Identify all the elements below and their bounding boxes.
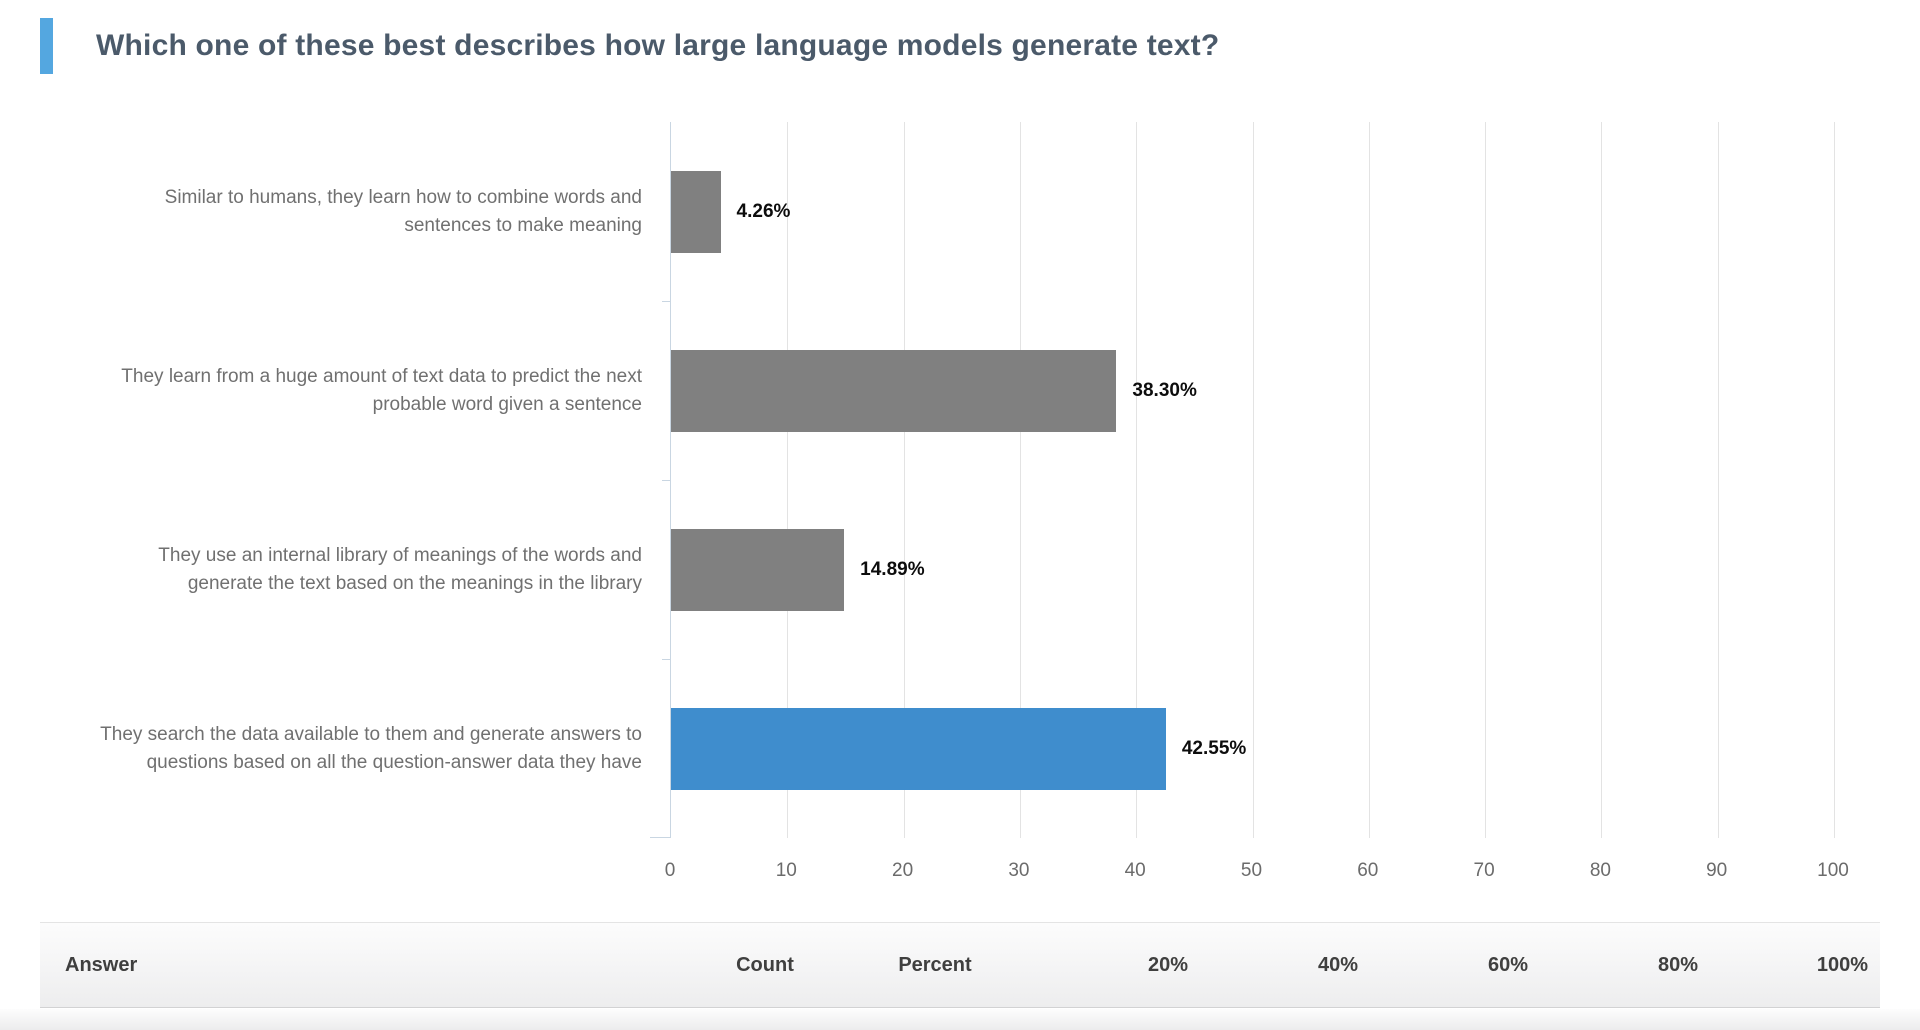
gridline-100 (1834, 122, 1835, 838)
table-header-answer: Answer (65, 953, 138, 976)
bar-value-label: 4.26% (736, 200, 791, 222)
x-tick-label-90: 90 (1706, 860, 1728, 881)
table-header-80-: 80% (1657, 953, 1698, 976)
x-tick-label-30: 30 (1008, 860, 1030, 881)
x-tick-label-50: 50 (1240, 860, 1263, 881)
y-axis-tick (662, 659, 670, 660)
category-label: They use an internal library of meanings… (158, 544, 642, 594)
bar-value-label: 38.30% (1132, 379, 1197, 401)
answer-bar (671, 707, 1166, 790)
category-label: Similar to humans, they learn how to com… (164, 186, 642, 236)
answers-bar-chart: Similar to humans, they learn how to com… (40, 122, 1880, 892)
category-label: They learn from a huge amount of text da… (121, 365, 642, 415)
answer-bar (671, 528, 845, 611)
question-header: Which one of these best describes how la… (40, 18, 1219, 74)
bar-value-label: 14.89% (860, 558, 925, 580)
gridline-80 (1601, 122, 1603, 838)
question-title: Which one of these best describes how la… (96, 29, 1220, 62)
x-tick-label-100: 100 (1817, 860, 1849, 881)
gridline-50 (1252, 122, 1254, 838)
answer-bar (671, 170, 721, 253)
table-header-count: Count (736, 953, 794, 976)
x-axis-tick-labels: 0 10 20 30 40 50 60 70 80 90 100 (665, 838, 1880, 888)
x-tick-label-60: 60 (1357, 860, 1379, 881)
table-row-fade (0, 1009, 1920, 1030)
table-header-100-: 100% (1816, 953, 1868, 976)
gridline-70 (1485, 122, 1487, 838)
y-axis-tick (662, 301, 670, 302)
gridline-40 (1136, 122, 1138, 838)
x-tick-label-20: 20 (892, 860, 914, 881)
x-tick-label-10: 10 (775, 860, 797, 881)
answer-bar (671, 349, 1117, 432)
gridline-20 (903, 122, 905, 838)
category-labels: Similar to humans, they learn how to com… (40, 122, 642, 838)
table-header-20-: 20% (1147, 953, 1188, 976)
y-axis-tick (662, 480, 670, 481)
x-tick-label-40: 40 (1124, 860, 1146, 881)
gridline-30 (1019, 122, 1021, 838)
chart-plot-area: 4.26% 38.30% 14.89% 42.55% (650, 122, 1880, 838)
x-axis-baseline (650, 837, 671, 838)
gridline-10 (787, 122, 789, 838)
bar-value-label: 42.55% (1181, 737, 1247, 759)
x-tick-label-70: 70 (1473, 860, 1495, 881)
x-tick-label-80: 80 (1589, 860, 1611, 881)
table-header-40-: 40% (1317, 953, 1358, 976)
table-header-percent: Percent (898, 953, 972, 976)
x-tick-label-0: 0 (664, 860, 676, 881)
table-header-60-: 60% (1487, 953, 1528, 976)
question-accent-bar (40, 18, 53, 74)
gridline-90 (1717, 122, 1719, 838)
gridline-60 (1368, 122, 1370, 838)
results-table-header: Answer Count Percent 20% 40% 60% 80% 100% (40, 922, 1880, 1008)
category-label: They search the data available to them a… (100, 723, 642, 773)
